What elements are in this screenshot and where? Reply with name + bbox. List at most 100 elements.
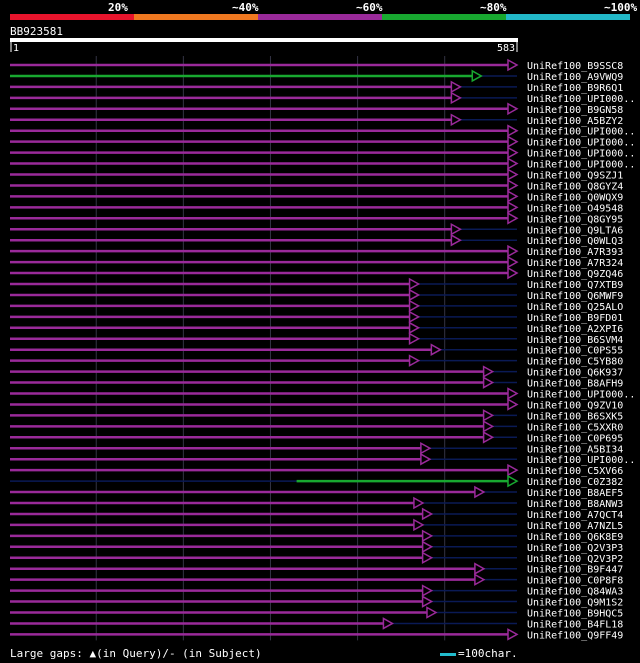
hit-label: UniRef100_B6SVM4	[527, 335, 623, 346]
hit-label: UniRef100_Q0WQX9	[527, 192, 623, 203]
color-scale-segment	[10, 14, 134, 20]
hit-label: UniRef100_Q7XTB9	[527, 280, 623, 291]
hit-label: UniRef100_A9VWQ9	[527, 72, 623, 83]
hit-arrowhead	[450, 80, 462, 94]
hit-label: UniRef100_A7R393	[527, 247, 623, 258]
hit-arrowhead	[507, 102, 519, 116]
hit-arrowhead	[507, 190, 519, 203]
hit-label: UniRef100_C0P695	[527, 433, 623, 444]
hit-label: UniRef100_B9GN58	[527, 105, 623, 116]
hit-label: UniRef100_B6SXK5	[527, 411, 623, 422]
hit-arrowhead	[408, 310, 421, 324]
hit-arrowhead	[482, 376, 495, 389]
hit-arrowhead	[507, 463, 519, 477]
hit-arrowhead	[507, 58, 519, 72]
hit-arrowhead	[408, 288, 421, 302]
hit-label: UniRef100_Q6K937	[527, 368, 623, 379]
hit-arrowhead	[421, 584, 434, 597]
hit-label: UniRef100_B4FL18	[527, 619, 623, 630]
hit-arrowhead	[507, 157, 519, 170]
hit-label: UniRef100_Q8GYZ4	[527, 181, 623, 192]
color-scale-segment	[382, 14, 506, 20]
hit-label: UniRef100_Q2V3P2	[527, 554, 623, 565]
hit-arrowhead	[413, 518, 425, 532]
hit-arrowhead	[507, 255, 519, 269]
hit-arrowhead	[507, 387, 519, 400]
hit-label: UniRef100_Q84WA3	[527, 587, 623, 598]
hit-label: UniRef100_UPI000..	[527, 455, 635, 466]
hit-label: UniRef100_C0PS55	[527, 346, 623, 357]
hit-arrowhead	[421, 507, 434, 521]
hit-label: UniRef100_Q9M1S2	[527, 598, 623, 609]
hit-label: UniRef100_Q6K8E9	[527, 532, 623, 543]
hit-arrowhead	[421, 595, 434, 608]
hit-arrowhead	[507, 124, 519, 137]
hit-label: UniRef100_C0Z382	[527, 477, 623, 488]
hit-label: UniRef100_B9R6Q1	[527, 83, 623, 94]
hit-label: UniRef100_B8ANW3	[527, 499, 623, 510]
gap-legend: Large gaps: ▲(in Query)/- (in Subject)	[10, 647, 262, 660]
hit-arrowhead	[474, 573, 486, 586]
hit-arrowhead	[482, 409, 495, 422]
hit-label: UniRef100_UPI000..	[527, 94, 635, 105]
hit-label: UniRef100_A7R324	[527, 258, 623, 269]
hit-label: UniRef100_Q0WLQ3	[527, 236, 623, 247]
hit-arrowhead	[408, 354, 421, 367]
hit-arrowhead	[507, 474, 519, 488]
color-scale-segment	[506, 14, 630, 20]
scale-swatch	[440, 652, 456, 656]
hit-label: UniRef100_C5XV66	[527, 466, 623, 477]
hit-arrowhead	[507, 266, 519, 280]
hit-arrowhead	[474, 485, 486, 499]
hit-label: UniRef100_B8AFH9	[527, 379, 623, 390]
hit-arrowhead	[421, 551, 434, 565]
hit-label: UniRef100_Q9LTA6	[527, 225, 623, 236]
color-scale-segment	[134, 14, 258, 20]
hit-label: UniRef100_B9SSC8	[527, 61, 623, 72]
hit-arrowhead	[482, 431, 495, 444]
hit-label: UniRef100_A7QCT4	[527, 510, 623, 521]
hit-arrowhead	[408, 332, 421, 346]
hit-label: UniRef100_B9HQC5	[527, 609, 623, 620]
hit-label: UniRef100_O49548	[527, 203, 623, 214]
query-start-label: 1	[13, 43, 19, 54]
scale-note: =100char.	[458, 647, 518, 660]
hit-arrowhead	[408, 321, 421, 335]
hit-arrowhead	[507, 179, 519, 192]
hit-arrowhead	[413, 496, 425, 510]
hit-label: UniRef100_C5XXR0	[527, 422, 623, 433]
hit-label: UniRef100_Q25ALO	[527, 302, 623, 313]
scale-key: =100char.	[440, 647, 518, 660]
hit-label: UniRef100_Q9ZQ46	[527, 269, 623, 280]
hit-label: UniRef100_A5BZY2	[527, 116, 623, 127]
hit-arrowhead	[408, 277, 421, 291]
hit-arrowhead	[450, 233, 462, 247]
hit-label: UniRef100_C0P8F8	[527, 576, 623, 587]
hit-arrowhead	[471, 69, 483, 83]
hit-arrowhead	[426, 606, 438, 619]
hit-arrowhead	[482, 365, 495, 378]
hit-arrowhead	[450, 222, 462, 236]
color-scale-label: 20%	[108, 1, 128, 14]
hit-label: UniRef100_UPI000..	[527, 390, 635, 401]
hit-label: UniRef100_A7NZL5	[527, 521, 623, 532]
query-id: BB923581	[10, 25, 63, 38]
hit-arrowhead	[382, 617, 394, 630]
hit-arrowhead	[507, 244, 519, 258]
hit-arrowhead	[507, 135, 519, 148]
hit-arrowhead	[507, 201, 519, 214]
hit-arrowhead	[482, 420, 495, 433]
query-end-label: 583	[497, 43, 515, 54]
hit-label: UniRef100_Q8GY95	[527, 214, 623, 225]
hit-label: UniRef100_UPI000..	[527, 160, 635, 171]
hit-label: UniRef100_Q9ZV10	[527, 400, 623, 411]
hit-label: UniRef100_Q6MWF9	[527, 291, 623, 302]
hit-arrowhead	[450, 91, 462, 105]
hit-arrowhead	[507, 398, 519, 411]
color-scale-label: ~100%	[604, 1, 638, 14]
hit-arrowhead	[420, 452, 432, 466]
hit-label: UniRef100_UPI000..	[527, 127, 635, 138]
hit-arrowhead	[507, 146, 519, 159]
hit-label: UniRef100_Q9FF49	[527, 630, 623, 641]
